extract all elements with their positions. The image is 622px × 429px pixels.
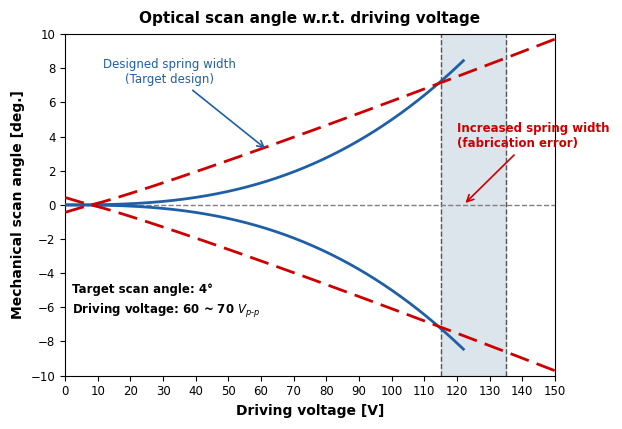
- Text: Target scan angle: 4°: Target scan angle: 4°: [72, 284, 213, 296]
- X-axis label: Driving voltage [V]: Driving voltage [V]: [236, 404, 384, 418]
- Title: Optical scan angle w.r.t. driving voltage: Optical scan angle w.r.t. driving voltag…: [139, 11, 481, 26]
- Y-axis label: Mechanical scan angle [deg.]: Mechanical scan angle [deg.]: [11, 91, 25, 319]
- Bar: [440, 34, 506, 376]
- Text: Designed spring width
(Target design): Designed spring width (Target design): [103, 58, 264, 148]
- Text: Increased spring width
(fabrication error): Increased spring width (fabrication erro…: [457, 122, 610, 202]
- Text: Driving voltage: 60 ~ 70 $V_{p\text{-}p}$: Driving voltage: 60 ~ 70 $V_{p\text{-}p}…: [72, 302, 260, 320]
